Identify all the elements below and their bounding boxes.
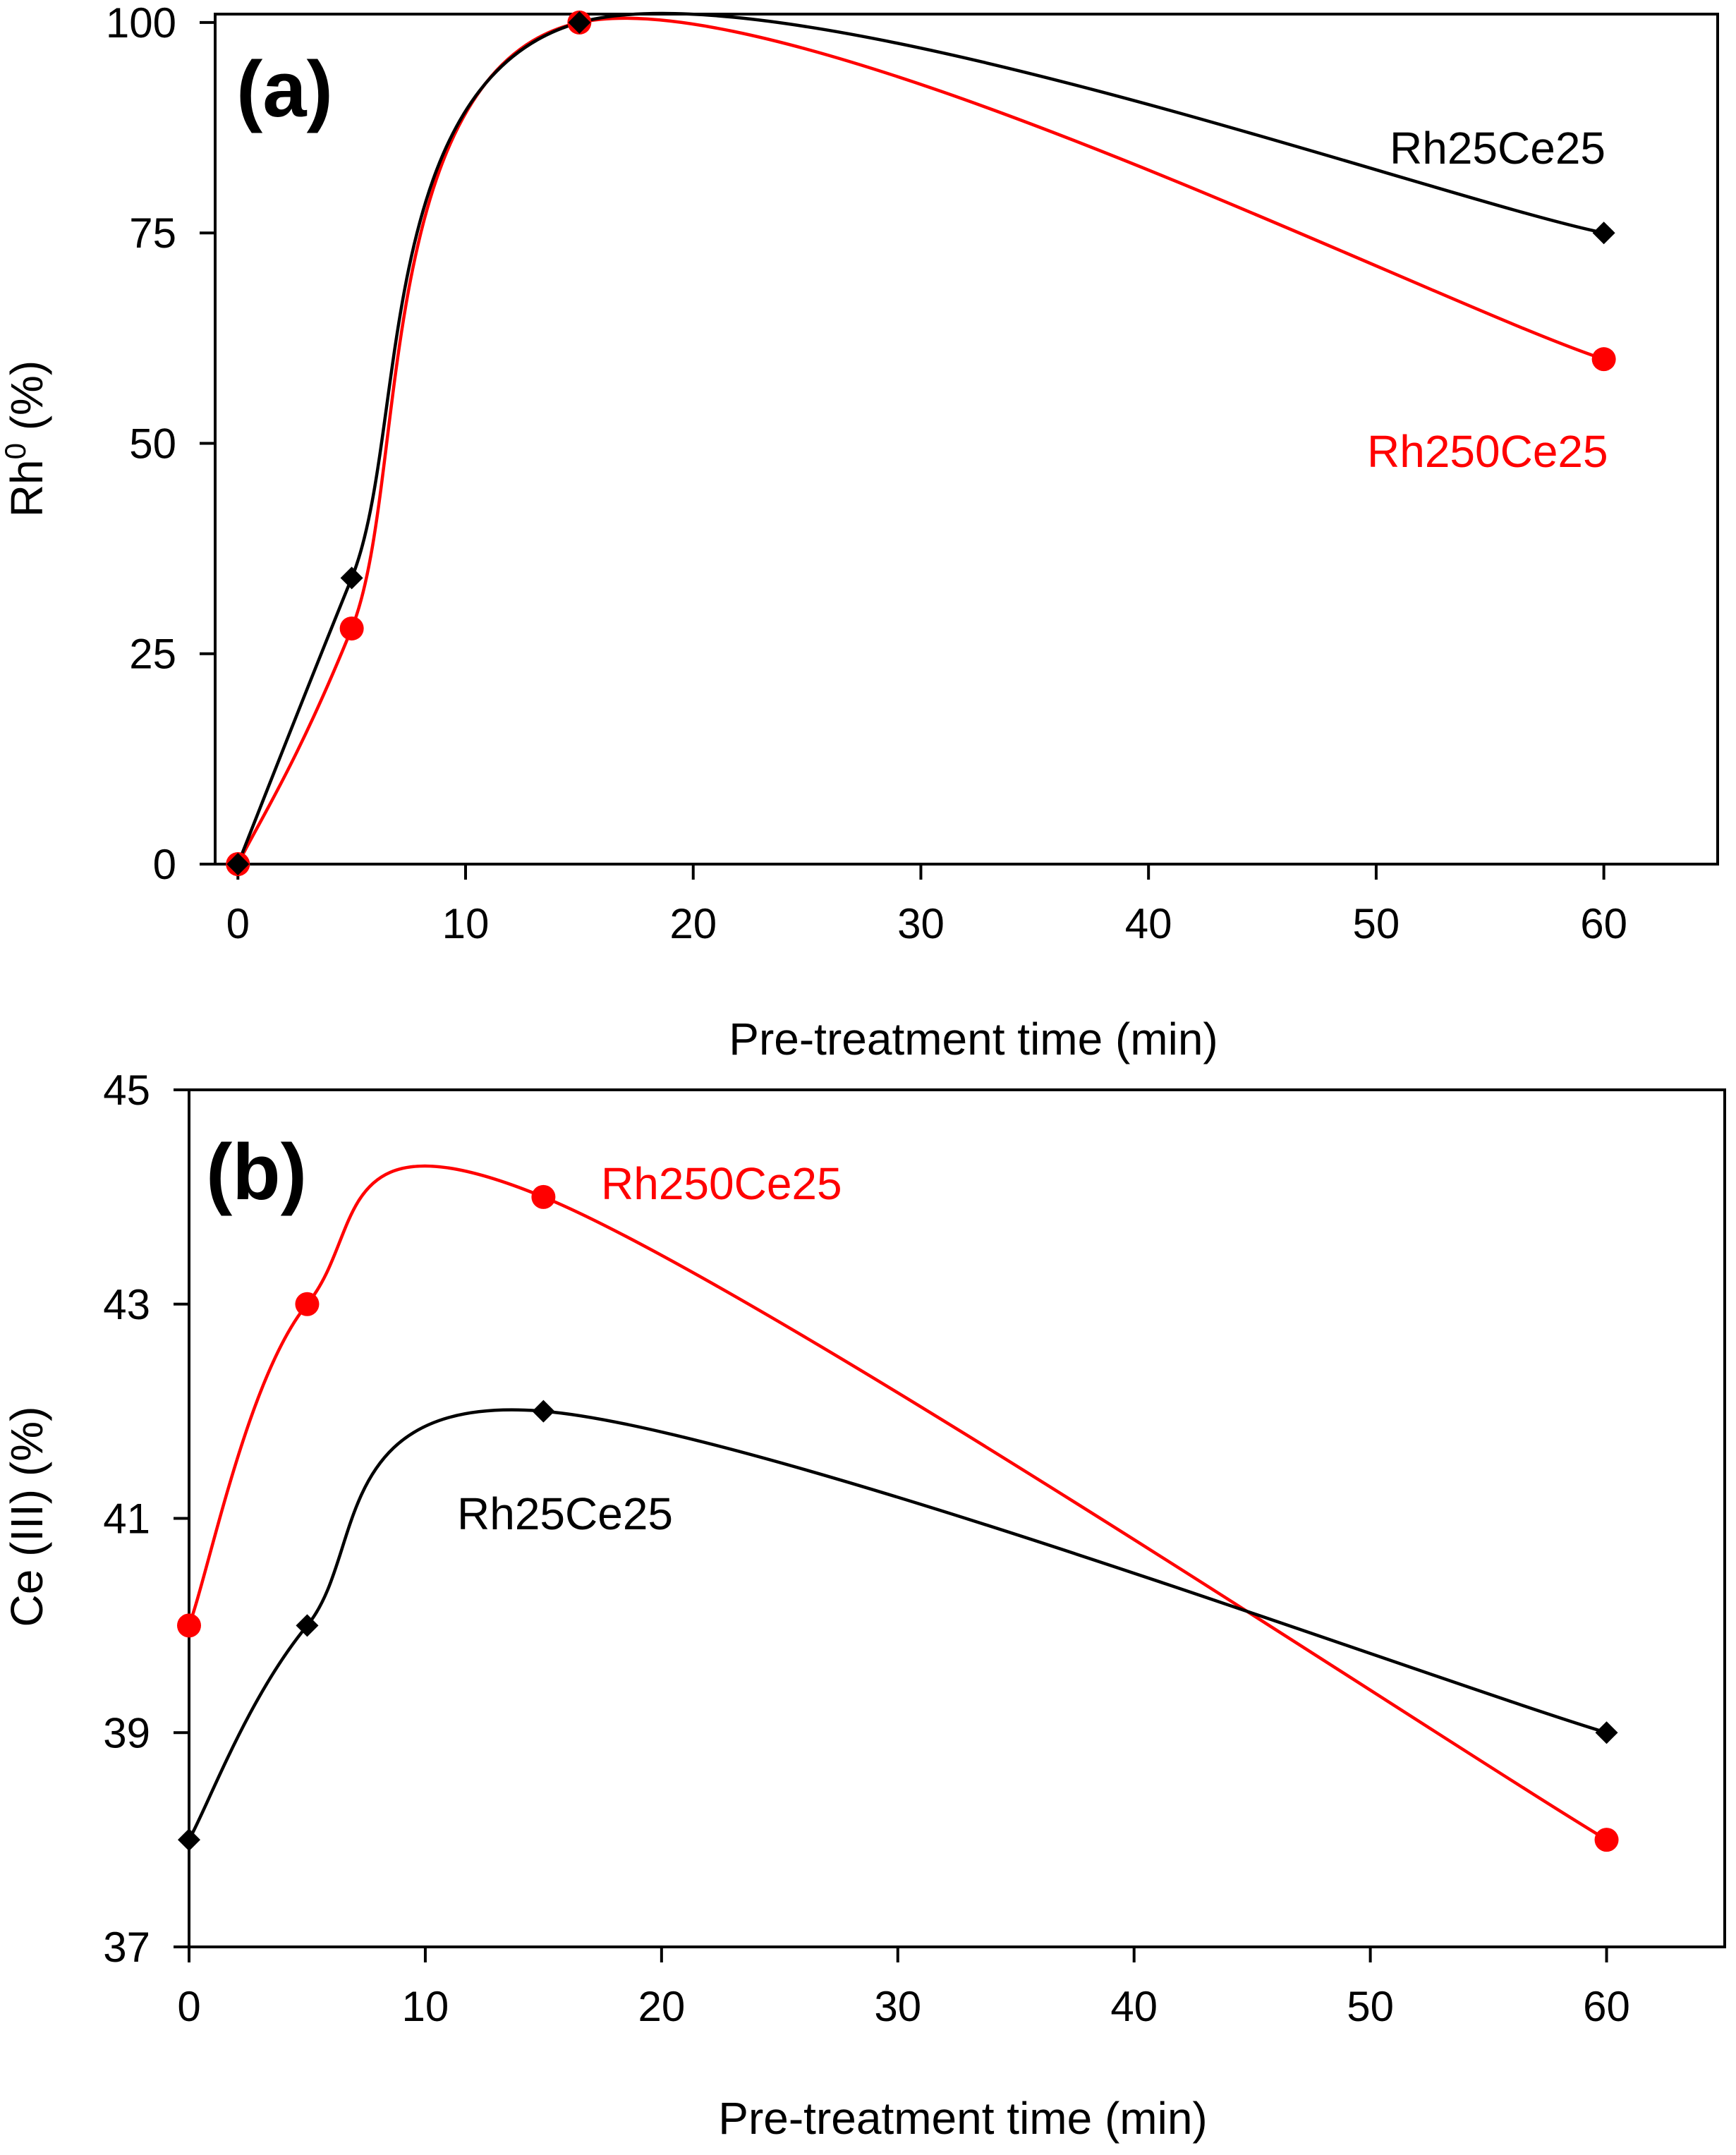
x-tick-label-b-6: 60: [1583, 1983, 1630, 2030]
x-tick-label-b-4: 40: [1110, 1983, 1158, 2030]
x-tick-label-a-5: 50: [1353, 900, 1400, 947]
x-tick-label-a-4: 40: [1125, 900, 1172, 947]
point-b-1-3: [1594, 1828, 1619, 1852]
x-tick-label-a-0: 0: [226, 900, 250, 947]
y-axis-b: 37 39 41 43 45: [103, 1067, 189, 1971]
x-tick-label-b-3: 30: [874, 1983, 921, 2030]
y-tick-label-a-1: 25: [129, 631, 176, 678]
x-axis-b: 0 10 20 30 40 50 60: [177, 1947, 1630, 2030]
y-tick-label-b-1: 39: [103, 1709, 150, 1756]
x-tick-label-b-2: 20: [638, 1983, 685, 2030]
point-b-0-2: [532, 1400, 555, 1423]
series-line-b-0: [188, 1408, 1608, 1841]
point-b-1-1: [295, 1292, 320, 1316]
series-label-b-black: Rh25Ce25: [457, 1488, 673, 1539]
y-tick-label-b-2: 41: [103, 1495, 150, 1543]
x-tick-label-b-1: 10: [402, 1983, 449, 2030]
point-a-1-1: [339, 616, 364, 641]
plot-frame-b: [188, 1088, 1726, 1948]
point-a-1-3: [1591, 347, 1616, 372]
y-axis-label-b: Ce (III) (%): [1, 1407, 52, 1627]
y-axis-a: 0 25 50 75 100: [106, 0, 215, 888]
y-axis-label-a: Rh0 (%): [0, 360, 52, 517]
y-tick-label-a-2: 50: [129, 420, 176, 467]
point-b-0-3: [1595, 1721, 1618, 1744]
x-axis-label-a: Pre-treatment time (min): [729, 1014, 1218, 1064]
y-axis-label-a-rest: (%): [1, 360, 52, 443]
series-line-a-0: [236, 11, 1605, 865]
point-b-0-0: [178, 1828, 200, 1852]
series-label-a-red: Rh250Ce25: [1367, 426, 1608, 477]
chart-panel-b: (b) 0 10 20 30 40 50 60 37 39 41 43 45 Pre-treatme…: [1, 1067, 1726, 2144]
point-b-1-0: [177, 1613, 201, 1638]
x-tick-label-a-1: 10: [442, 900, 490, 947]
x-axis-label-b: Pre-treatment time (min): [718, 2093, 1207, 2144]
y-tick-label-a-4: 100: [106, 0, 176, 47]
panel-a-label: (a): [236, 45, 333, 133]
point-a-0-3: [1592, 221, 1615, 245]
y-axis-label-a-sup: 0: [0, 443, 32, 459]
x-tick-label-b-0: 0: [177, 1983, 200, 2030]
y-tick-label-b-4: 45: [103, 1067, 150, 1114]
panel-b-label: (b): [206, 1128, 307, 1216]
point-a-0-0: [226, 853, 250, 875]
y-tick-label-b-3: 43: [103, 1281, 150, 1328]
x-tick-label-b-5: 50: [1347, 1983, 1394, 2030]
y-tick-label-a-3: 75: [129, 210, 176, 257]
x-tick-label-a-2: 20: [669, 900, 717, 947]
y-tick-label-b-0: 37: [103, 1924, 150, 1971]
point-b-1-2: [531, 1184, 556, 1209]
x-tick-label-a-6: 60: [1580, 900, 1627, 947]
y-axis-label-a-main: Rh: [1, 459, 52, 517]
chart-panel-a: (a) 0 10 20 30 40 50 60 0 25 50 75 100 Pre-treatme…: [0, 0, 1719, 1064]
x-axis-a: 0 10 20 30 40 50 60: [226, 864, 1627, 947]
series-line-b-1: [187, 1164, 1608, 1842]
series-label-b-red: Rh250Ce25: [601, 1158, 842, 1209]
point-a-0-1: [340, 566, 363, 590]
series-label-a-black: Rh25Ce25: [1390, 123, 1606, 174]
x-tick-label-a-3: 30: [897, 900, 945, 947]
y-tick-label-a-0: 0: [153, 841, 176, 888]
point-b-0-1: [296, 1614, 319, 1637]
plot-frame-a: [214, 13, 1719, 866]
point-a-0-2: [568, 11, 591, 34]
